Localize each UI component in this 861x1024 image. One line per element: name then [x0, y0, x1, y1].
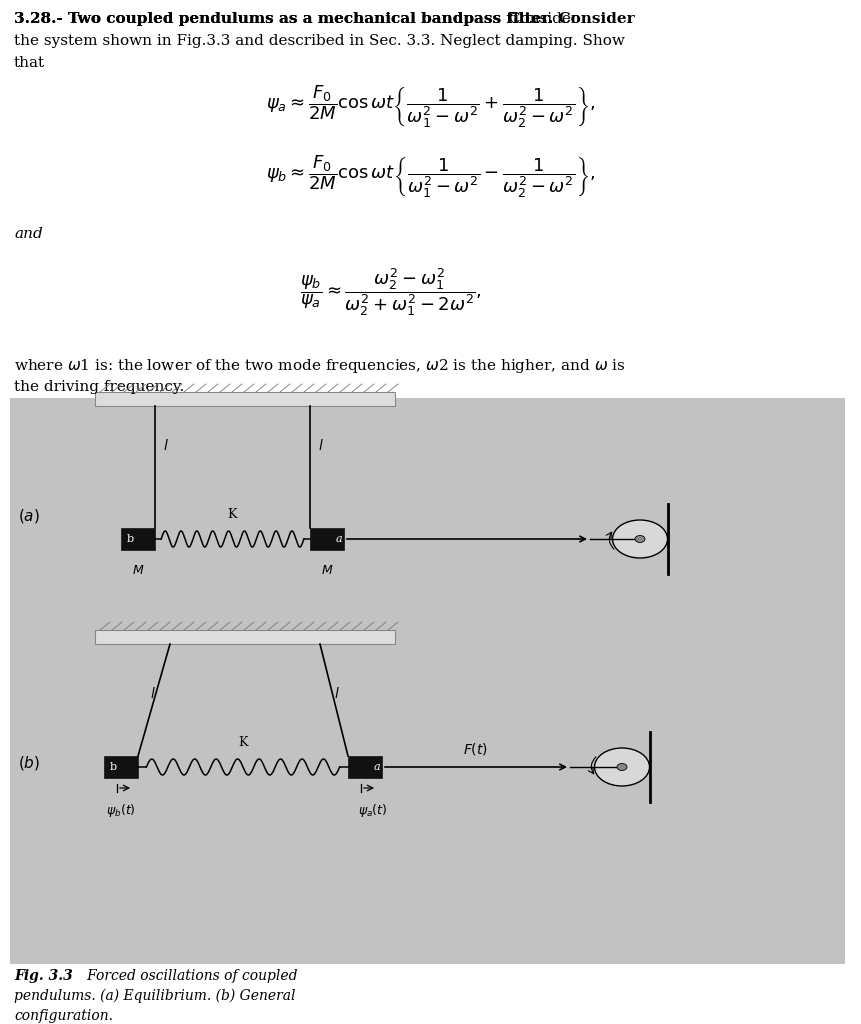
- Text: where $\omega$1 is: the lower of the two mode frequencies, $\omega$2 is the high: where $\omega$1 is: the lower of the two…: [14, 357, 625, 375]
- Ellipse shape: [616, 764, 626, 770]
- Text: $\psi_a(t)$: $\psi_a(t)$: [358, 802, 387, 819]
- Bar: [121, 528, 155, 550]
- Text: K: K: [227, 508, 237, 521]
- Text: $l$: $l$: [318, 438, 324, 454]
- Bar: [95, 630, 394, 644]
- Text: that: that: [14, 56, 45, 70]
- Ellipse shape: [612, 520, 666, 558]
- Text: b: b: [127, 534, 134, 544]
- Text: $l$: $l$: [334, 686, 339, 701]
- Bar: [10, 398, 844, 964]
- Text: Fig. 3.3: Fig. 3.3: [14, 969, 72, 983]
- Text: a: a: [336, 534, 342, 544]
- Text: 3.28.- Two coupled pendulums as a mechanical bandpass filter. Consider: 3.28.- Two coupled pendulums as a mechan…: [14, 12, 634, 26]
- Text: configuration.: configuration.: [14, 1009, 113, 1023]
- Text: $M$: $M$: [320, 564, 333, 577]
- Text: $F(t)$: $F(t)$: [463, 741, 488, 757]
- Bar: [104, 756, 138, 778]
- Text: $(b)$: $(b)$: [18, 754, 40, 771]
- Text: $\psi_b \approx \dfrac{F_0}{2M} \cos \omega t \left\{\dfrac{1}{\omega_1^2 - \ome: $\psi_b \approx \dfrac{F_0}{2M} \cos \om…: [266, 154, 595, 201]
- Bar: [95, 392, 394, 406]
- Ellipse shape: [635, 536, 644, 543]
- Text: pendulums. (a) Equilibrium. (b) General: pendulums. (a) Equilibrium. (b) General: [14, 989, 295, 1004]
- Text: Consider: Consider: [504, 12, 578, 26]
- Text: the driving frequency.: the driving frequency.: [14, 380, 184, 394]
- Text: K: K: [238, 736, 247, 749]
- Text: $l$: $l$: [150, 686, 156, 701]
- Text: $(a)$: $(a)$: [18, 507, 40, 525]
- Text: a: a: [374, 762, 381, 772]
- Text: $\psi_a \approx \dfrac{F_0}{2M} \cos \omega t \left\{\dfrac{1}{\omega_1^2 - \ome: $\psi_a \approx \dfrac{F_0}{2M} \cos \om…: [266, 84, 595, 130]
- Bar: [310, 528, 344, 550]
- Text: $l$: $l$: [163, 438, 169, 454]
- Ellipse shape: [594, 748, 648, 786]
- Text: Forced oscillations of coupled: Forced oscillations of coupled: [74, 969, 297, 983]
- Text: $\dfrac{\psi_b}{\psi_a} \approx \dfrac{\omega_2^2 - \omega_1^2}{\omega_2^2 + \om: $\dfrac{\psi_b}{\psi_a} \approx \dfrac{\…: [300, 266, 481, 317]
- Text: $\psi_b(t)$: $\psi_b(t)$: [106, 802, 136, 819]
- Text: b: b: [110, 762, 117, 772]
- Text: $M$: $M$: [132, 564, 144, 577]
- Text: 3.28.- Two coupled pendulums as a mechanical bandpass filter.: 3.28.- Two coupled pendulums as a mechan…: [14, 12, 553, 26]
- Bar: [348, 756, 381, 778]
- Text: the system shown in Fig.3.3 and described in Sec. 3.3. Neglect damping. Show: the system shown in Fig.3.3 and describe…: [14, 34, 624, 48]
- Text: and: and: [14, 227, 43, 241]
